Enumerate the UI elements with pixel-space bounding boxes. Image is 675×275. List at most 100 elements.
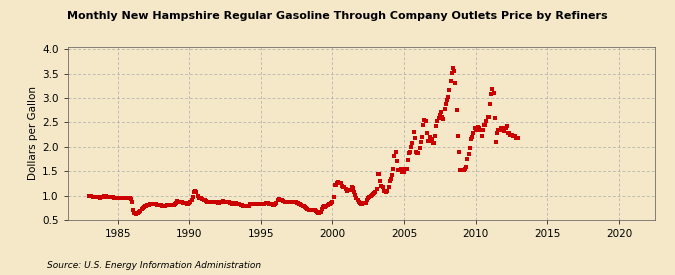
Point <box>354 201 365 206</box>
Point <box>161 203 172 208</box>
Point <box>415 140 426 144</box>
Point <box>312 210 323 214</box>
Point <box>177 200 188 205</box>
Point <box>494 128 505 132</box>
Point <box>449 69 460 73</box>
Point <box>357 202 368 206</box>
Point <box>298 204 309 208</box>
Point <box>92 195 103 199</box>
Point <box>126 196 136 201</box>
Point <box>95 195 105 200</box>
Point <box>247 202 258 207</box>
Point <box>402 158 413 163</box>
Point <box>180 201 191 206</box>
Point <box>216 200 227 204</box>
Point <box>308 208 319 213</box>
Point <box>342 189 352 193</box>
Point <box>119 195 130 200</box>
Point <box>471 128 482 132</box>
Point <box>437 114 448 119</box>
Point <box>477 128 488 132</box>
Point <box>230 201 240 206</box>
Point <box>191 190 202 194</box>
Point <box>194 195 205 200</box>
Point <box>331 183 342 187</box>
Point <box>135 208 146 213</box>
Point <box>399 170 410 174</box>
Point <box>261 201 272 206</box>
Point <box>455 168 466 172</box>
Point <box>401 167 412 171</box>
Point <box>121 195 132 200</box>
Point <box>277 198 288 203</box>
Point <box>158 204 169 208</box>
Point <box>367 193 377 197</box>
Point <box>317 205 328 209</box>
Point <box>235 203 246 207</box>
Point <box>512 136 523 140</box>
Point <box>325 202 335 206</box>
Point <box>245 202 256 207</box>
Point <box>495 126 506 130</box>
Point <box>207 200 217 204</box>
Point <box>129 210 140 215</box>
Point <box>234 202 245 207</box>
Point <box>198 198 209 202</box>
Point <box>288 200 298 204</box>
Point <box>214 201 225 205</box>
Point <box>429 141 439 145</box>
Point <box>491 140 502 144</box>
Point <box>376 184 387 188</box>
Point <box>154 203 165 207</box>
Point <box>174 200 185 204</box>
Point <box>485 102 495 106</box>
Point <box>482 114 493 119</box>
Point <box>483 114 494 119</box>
Point <box>379 189 390 193</box>
Point <box>351 195 362 200</box>
Point <box>306 208 317 212</box>
Point <box>384 179 395 183</box>
Point <box>200 199 211 204</box>
Point <box>292 201 303 206</box>
Point <box>190 189 200 193</box>
Point <box>319 204 329 208</box>
Point <box>296 203 307 207</box>
Point <box>458 168 469 172</box>
Point <box>407 141 418 145</box>
Point <box>443 95 454 99</box>
Point <box>317 207 327 211</box>
Point <box>508 134 518 138</box>
Point <box>385 176 396 181</box>
Point <box>472 125 483 130</box>
Point <box>153 203 163 207</box>
Point <box>104 195 115 199</box>
Point <box>219 200 230 204</box>
Point <box>424 139 435 143</box>
Point <box>219 200 230 204</box>
Point <box>340 186 351 191</box>
Point <box>363 195 374 200</box>
Point <box>85 194 96 198</box>
Point <box>301 206 312 210</box>
Point <box>194 195 205 200</box>
Point <box>160 204 171 208</box>
Point <box>427 141 438 145</box>
Point <box>418 123 429 127</box>
Point <box>448 65 458 70</box>
Point <box>370 190 381 194</box>
Point <box>152 203 163 207</box>
Point <box>246 202 256 207</box>
Point <box>186 197 197 202</box>
Point <box>217 199 228 204</box>
Point <box>143 203 154 207</box>
Point <box>128 208 138 212</box>
Point <box>323 203 333 208</box>
Point <box>148 202 159 207</box>
Point <box>294 202 304 206</box>
Point <box>410 136 421 141</box>
Point <box>240 204 251 208</box>
Point <box>279 200 290 204</box>
Point <box>364 194 375 199</box>
Point <box>452 134 463 138</box>
